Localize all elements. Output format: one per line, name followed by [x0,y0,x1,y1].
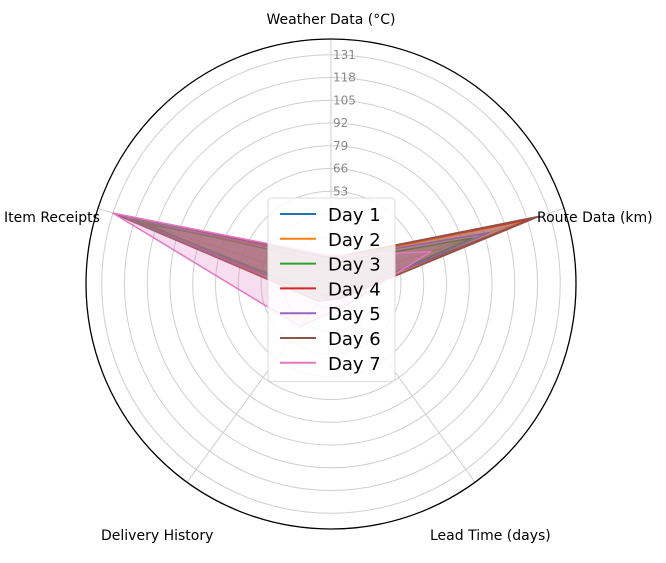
axis-label: Weather Data (°C) [267,12,396,28]
axis-label: Item Receipts [4,210,100,226]
axis-labels: Weather Data (°C) Route Data (km) Lead Tim… [4,12,653,544]
r-tick-label: 105 [333,93,356,107]
legend-label: Day 6 [328,329,381,350]
axis-label: Delivery History [101,528,213,544]
legend-label: Day 1 [328,205,381,226]
r-tick-label: 118 [333,71,356,85]
tick-labels: 53 66 79 92 105 118 131 [333,48,356,199]
legend-label: Day 2 [328,230,381,251]
r-tick-label: 66 [333,162,348,176]
axis-label: Lead Time (days) [430,528,551,544]
legend-box [267,197,396,383]
legend-label: Day 4 [328,279,381,300]
r-tick-label: 79 [333,139,348,153]
legend: Day 1 Day 2 Day 3 Day 4 Day 5 Day 6 Day 7 [267,197,396,383]
r-tick-label: 131 [333,48,356,62]
r-tick-label: 92 [333,116,348,130]
legend-label: Day 3 [328,255,381,276]
legend-label: Day 7 [328,354,381,375]
legend-label: Day 5 [328,304,381,325]
axis-label: Route Data (km) [537,210,653,226]
outer-frame [85,38,577,530]
r-tick-label: 53 [333,184,348,198]
